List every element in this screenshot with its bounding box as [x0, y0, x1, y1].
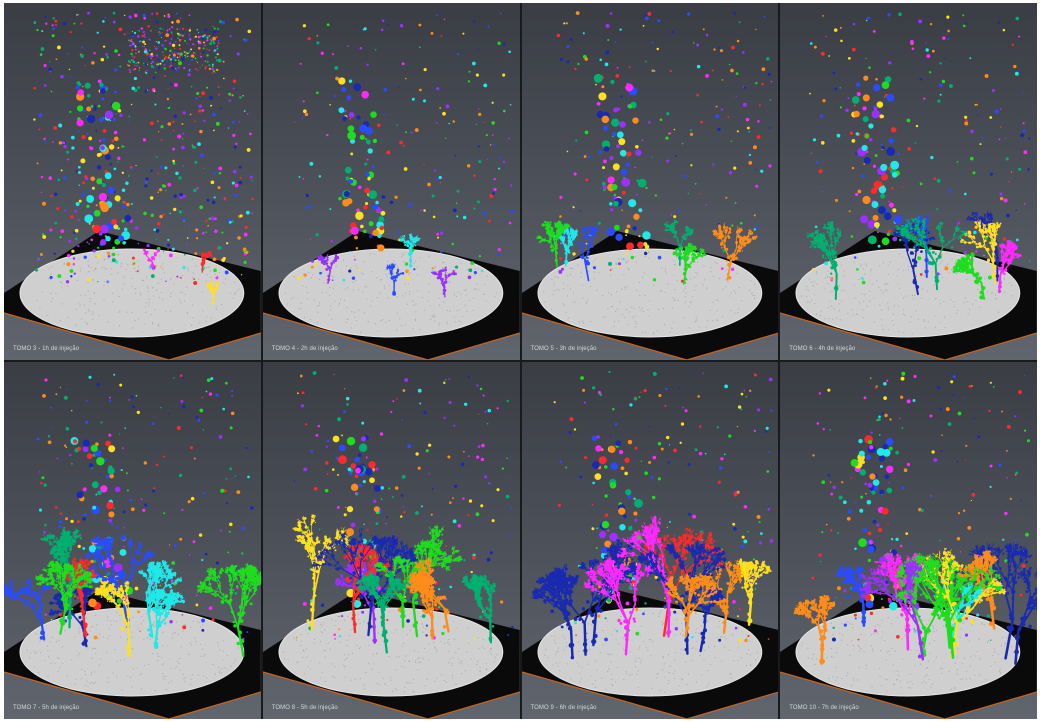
tomography-panel-8: TOMO 10 - 7h de injeção	[780, 362, 1037, 719]
tomography-panel-grid: TOMO 3 - 1h de injeção TOMO 4 - 2h de in…	[4, 3, 1037, 719]
panel-caption: TOMO 10 - 7h de injeção	[789, 705, 859, 711]
reconstruction-image	[521, 11, 779, 360]
tomography-panel-2: TOMO 4 - 2h de injeção	[262, 3, 520, 360]
reconstruction-image	[780, 12, 1037, 360]
panel-caption: TOMO 8 - 5h de injeção	[272, 705, 338, 711]
tomography-panel-1: TOMO 3 - 1h de injeção	[4, 3, 261, 360]
reconstruction-image	[4, 11, 261, 360]
reconstruction-image	[262, 12, 520, 360]
reconstruction-image	[521, 371, 779, 719]
tomography-panel-5: TOMO 7 - 5h de injeção	[4, 362, 261, 719]
reconstruction-image	[262, 371, 520, 719]
tomography-panel-4: TOMO 6 - 4h de injeção	[780, 3, 1037, 360]
panel-caption: TOMO 3 - 1h de injeção	[13, 346, 79, 352]
tomography-panel-6: TOMO 8 - 5h de injeção	[262, 362, 520, 719]
panel-caption: TOMO 9 - 6h de injeção	[531, 705, 597, 711]
reconstruction-image	[4, 373, 261, 719]
tomography-panel-7: TOMO 9 - 6h de injeção	[521, 362, 779, 719]
panel-caption: TOMO 4 - 2h de injeção	[272, 346, 338, 352]
reconstruction-image	[780, 371, 1037, 719]
panel-caption: TOMO 6 - 4h de injeção	[789, 346, 855, 352]
panel-caption: TOMO 5 - 3h de injeção	[531, 346, 597, 352]
tomography-panel-3: TOMO 5 - 3h de injeção	[521, 3, 779, 360]
panel-caption: TOMO 7 - 5h de injeção	[13, 705, 79, 711]
